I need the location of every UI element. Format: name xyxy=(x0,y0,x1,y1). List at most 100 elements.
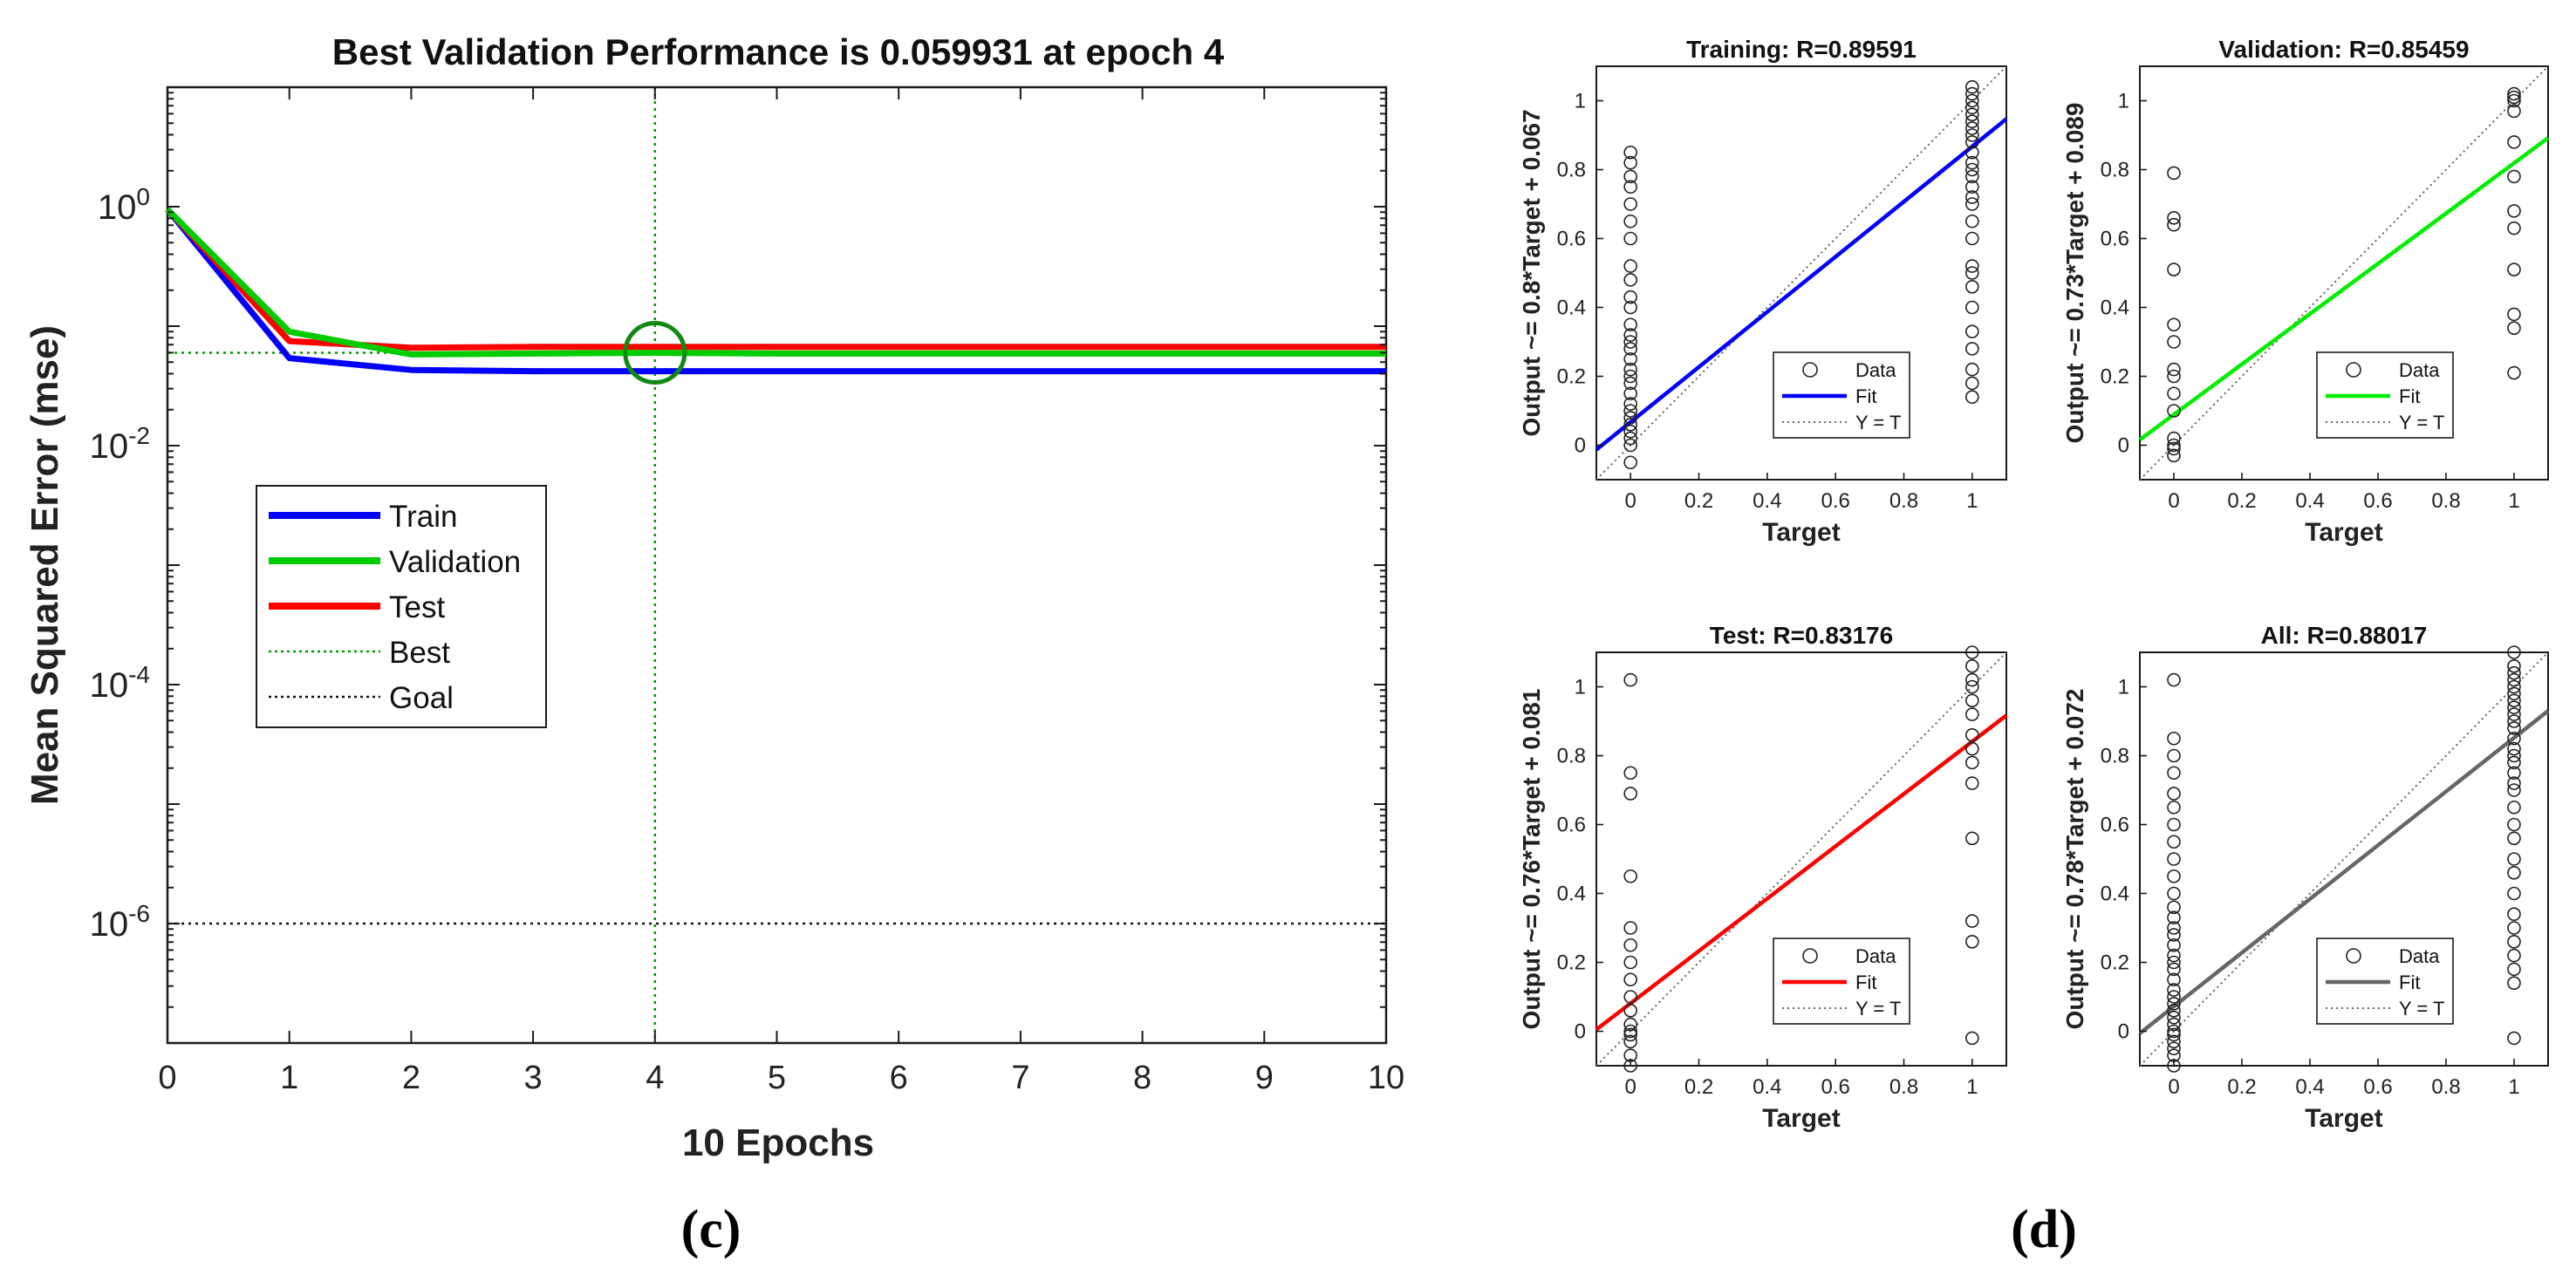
data-point xyxy=(1965,231,1979,246)
data-point xyxy=(1965,741,1979,756)
data-point xyxy=(2167,910,2181,924)
x-tick-label: 0.4 xyxy=(1753,489,1781,513)
data-point xyxy=(2507,800,2521,815)
data-point xyxy=(1965,100,1979,115)
data-point xyxy=(1623,972,1637,987)
data-point xyxy=(1965,114,1979,128)
x-tick-label: 0.8 xyxy=(1889,1075,1918,1099)
data-point xyxy=(2507,665,2521,680)
data-point xyxy=(1623,431,1637,446)
data-point xyxy=(2167,263,2181,276)
regression-title: Validation: R=0.85459 xyxy=(2218,36,2469,63)
y-tick-label: 0.6 xyxy=(1557,814,1586,837)
panel-label-c: (c) xyxy=(681,1200,741,1259)
data-point xyxy=(1965,279,1979,294)
data-point xyxy=(1965,93,1979,108)
data-point xyxy=(2507,741,2521,756)
data-point xyxy=(1965,776,1979,790)
x-tick-label: 0.6 xyxy=(1821,1075,1849,1099)
data-point xyxy=(1623,259,1637,273)
data-point xyxy=(1623,369,1637,384)
data-point xyxy=(2167,766,2181,781)
data-point xyxy=(2167,1017,2181,1032)
y-tick-label: 1 xyxy=(1575,90,1586,113)
data-point xyxy=(1965,190,1979,204)
regression-title: All: R=0.88017 xyxy=(2261,622,2428,649)
data-point xyxy=(2507,962,2521,977)
data-point xyxy=(2167,404,2181,418)
data-point xyxy=(2167,938,2181,952)
data-point xyxy=(2167,441,2181,456)
legend-goal-label: Goal xyxy=(389,681,454,715)
y-tick-label: 0.8 xyxy=(1557,745,1586,768)
data-point xyxy=(2167,335,2181,349)
data-point xyxy=(2167,1010,2181,1025)
data-point xyxy=(1623,397,1637,411)
data-point xyxy=(2507,755,2521,770)
fit-line xyxy=(1595,117,2008,452)
data-point xyxy=(1965,214,1979,228)
data-point xyxy=(1623,351,1637,366)
data-point xyxy=(2507,365,2521,380)
x-tick-label: 7 xyxy=(1011,1060,1029,1096)
data-point xyxy=(1965,107,1979,122)
x-tick-label: 1 xyxy=(2508,1075,2519,1099)
regression-ylabel: Output ~= 0.73*Target + 0.089 xyxy=(2061,103,2088,444)
data-point xyxy=(2507,948,2521,963)
x-tick-label: 0.6 xyxy=(2363,1075,2392,1099)
data-point xyxy=(2167,672,2181,687)
data-point xyxy=(1965,197,1979,211)
data-point xyxy=(2507,935,2521,949)
data-point xyxy=(2167,962,2181,977)
data-point xyxy=(2167,369,2181,384)
data-point xyxy=(2167,317,2181,332)
series-line-validation xyxy=(165,207,1386,358)
data-point xyxy=(1965,86,1979,101)
data-point xyxy=(1965,324,1979,338)
y-tick-label: 0.6 xyxy=(1557,228,1586,251)
data-point xyxy=(1623,921,1637,935)
x-tick-label: 0 xyxy=(1624,489,1636,513)
data-point xyxy=(2167,1027,2181,1042)
x-tick-label: 4 xyxy=(646,1060,664,1096)
data-point xyxy=(2167,972,2181,987)
data-point xyxy=(2167,438,2181,453)
data-point xyxy=(1623,1034,1637,1049)
data-point xyxy=(1965,914,1979,928)
performance-ylabel: Mean Squared Error (mse) xyxy=(24,325,66,805)
data-point xyxy=(1965,679,1979,694)
y-tick-label: 10-2 xyxy=(90,422,150,466)
series-line-train xyxy=(165,207,1386,375)
legend-data-label: Data xyxy=(2399,945,2440,967)
y-tick-label: 1 xyxy=(2118,90,2129,113)
data-point xyxy=(2167,386,2181,401)
data-point xyxy=(2507,731,2521,746)
data-point xyxy=(1965,755,1979,770)
data-point xyxy=(2507,714,2521,728)
legend-train-label: Train xyxy=(389,500,457,534)
data-point xyxy=(1965,1031,1979,1046)
x-tick-label: 9 xyxy=(1255,1060,1274,1096)
data-point xyxy=(1965,121,1979,135)
legend-data-label: Data xyxy=(1855,359,1896,381)
x-tick-label: 0.8 xyxy=(2431,489,2460,513)
data-point xyxy=(1965,935,1979,949)
data-point xyxy=(2507,921,2521,935)
data-point xyxy=(2167,1041,2181,1056)
data-point xyxy=(1965,128,1979,142)
data-point xyxy=(2507,817,2521,832)
data-point xyxy=(1965,645,1979,659)
legend-identity-label: Y = T xyxy=(1855,412,1901,433)
data-point xyxy=(2507,976,2521,990)
data-point xyxy=(1623,328,1637,342)
data-point xyxy=(2507,658,2521,673)
x-tick-label: 0.2 xyxy=(2227,489,2256,513)
x-tick-label: 0.6 xyxy=(2363,489,2392,513)
data-point xyxy=(1623,1017,1637,1032)
performance-series xyxy=(165,207,1386,385)
data-point xyxy=(1623,231,1637,246)
data-point xyxy=(2507,672,2521,687)
x-tick-label: 5 xyxy=(768,1060,786,1096)
data-point xyxy=(2507,831,2521,846)
data-point xyxy=(2167,217,2181,232)
